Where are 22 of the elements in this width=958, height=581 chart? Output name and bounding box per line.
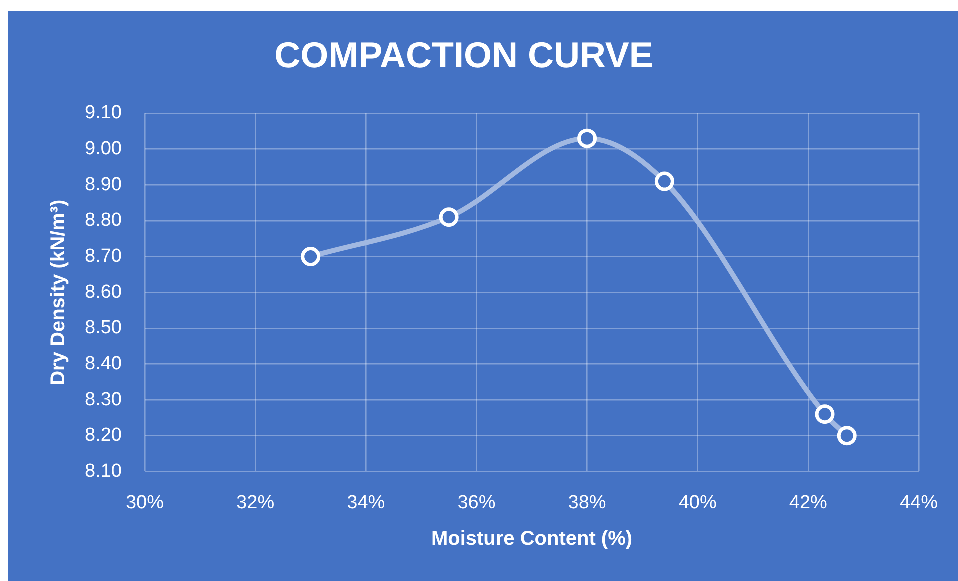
- x-tick-label: 38%: [568, 492, 606, 514]
- x-tick-label: 42%: [789, 492, 828, 514]
- x-tick-label: 34%: [347, 492, 386, 514]
- x-tick-label: 44%: [900, 492, 938, 514]
- y-tick-label: 8.80: [85, 210, 122, 232]
- y-tick-label: 9.10: [85, 102, 122, 124]
- y-tick-label: 8.90: [85, 174, 122, 196]
- y-tick-label: 8.60: [85, 282, 122, 303]
- chart-title: COMPACTION CURVE: [274, 34, 654, 76]
- y-tick-label: 8.40: [85, 353, 122, 374]
- y-tick-label: 8.10: [85, 460, 122, 482]
- x-axis-title: Moisture Content (%): [431, 528, 633, 550]
- y-tick-label: 8.70: [85, 246, 122, 268]
- x-tick-label: 32%: [236, 492, 275, 514]
- x-tick-label: 36%: [458, 492, 496, 514]
- y-tick-label: 9.00: [85, 138, 122, 160]
- x-tick-label: 40%: [678, 492, 717, 514]
- y-tick-label: 8.20: [85, 425, 122, 446]
- x-tick-label: 30%: [126, 492, 164, 514]
- y-axis-title: Dry Density (kN/m³): [48, 200, 70, 386]
- y-tick-label: 8.50: [85, 318, 122, 339]
- y-tick-label: 8.30: [85, 389, 122, 410]
